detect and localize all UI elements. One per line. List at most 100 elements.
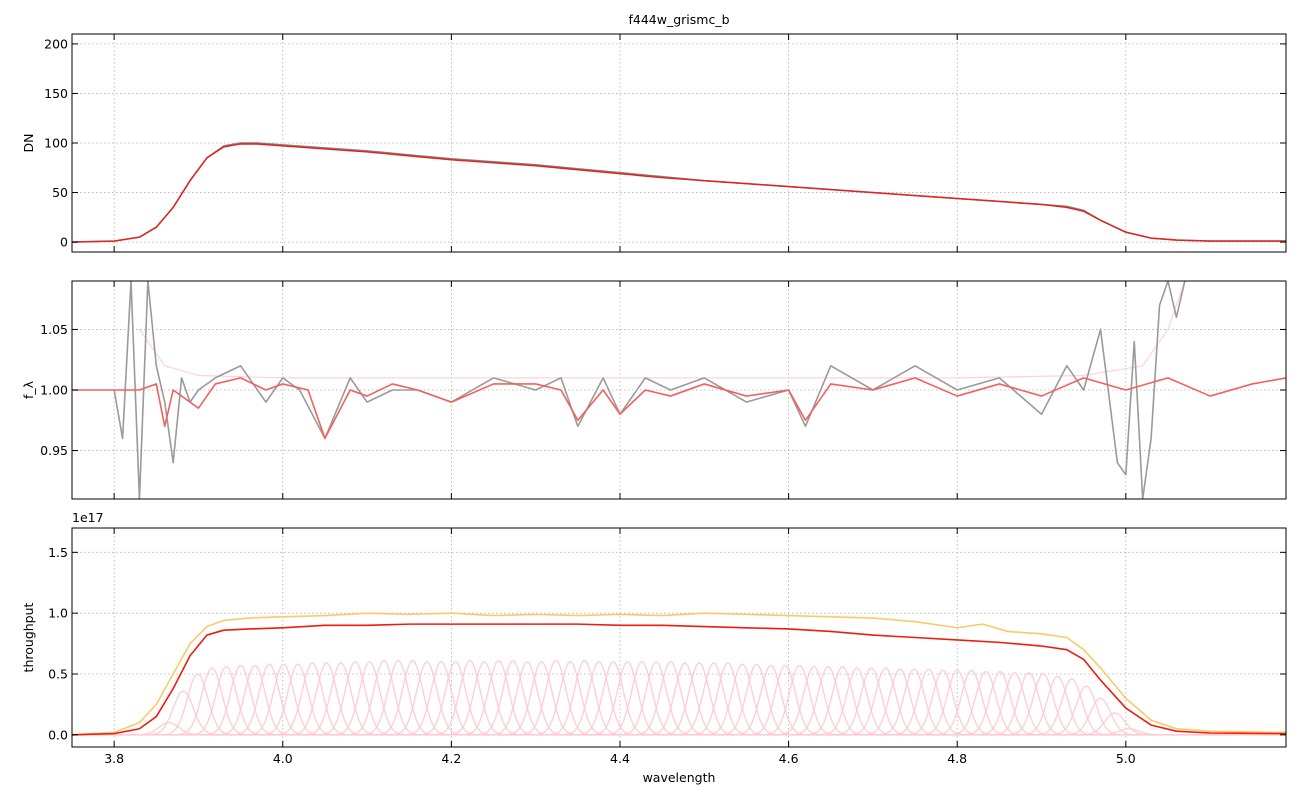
component-curve — [1002, 673, 1084, 736]
component-curve — [400, 661, 482, 736]
component-curve — [744, 664, 826, 736]
component-curve — [630, 661, 712, 736]
panel-dn: 0 50 100 150 200 DN — [21, 33, 1287, 253]
component-curve — [959, 670, 1041, 736]
component-curve — [1060, 697, 1141, 736]
component-curve — [945, 670, 1027, 736]
component-curve — [443, 661, 525, 736]
x-tick-label: 3.8 — [104, 751, 124, 766]
component-curve — [902, 669, 984, 736]
panel-throughput: 3.8 4.0 4.2 4.4 4.6 4.8 5.0 0.0 0.5 1.0 1.5 through… — [21, 510, 1287, 766]
component-curve — [859, 668, 941, 736]
series-line — [72, 612, 1286, 736]
series-line — [113, 281, 1186, 499]
component-curve — [544, 659, 626, 736]
component-curve — [988, 672, 1070, 736]
component-curve — [243, 663, 325, 736]
component-curve — [171, 667, 253, 736]
y-offset-text: 1e17 — [72, 510, 104, 525]
component-curve — [357, 659, 439, 736]
component-curve — [701, 663, 783, 736]
x-tick-label: 4.8 — [947, 751, 967, 766]
component-curve — [415, 661, 497, 736]
y-tick-label: 0.5 — [48, 667, 68, 682]
component-curve — [687, 662, 769, 736]
component-curve — [529, 661, 611, 736]
component-curve — [816, 667, 898, 736]
component-curve — [228, 663, 310, 736]
series-line — [72, 623, 1286, 736]
component-curve — [286, 662, 368, 736]
y-tick-label: 1.0 — [48, 606, 68, 621]
panel-flux: 0.95 1.00 1.05 f_λ — [21, 280, 1287, 500]
component-curve — [759, 664, 841, 736]
data-layer — [72, 142, 1286, 243]
component-curve — [601, 661, 683, 736]
y-tick-label: 150 — [44, 86, 68, 101]
component-curve — [558, 661, 640, 736]
component-curve — [773, 665, 855, 736]
series-line — [72, 377, 1286, 440]
component-curve — [257, 663, 339, 736]
component-curve — [343, 659, 425, 736]
component-curve — [515, 659, 597, 736]
component-curve — [658, 662, 740, 736]
component-curve — [300, 662, 382, 736]
component-curve — [157, 673, 239, 736]
y-tick-label: 1.05 — [40, 322, 68, 337]
component-curve — [802, 665, 884, 736]
component-curve — [830, 667, 912, 736]
component-curve — [587, 661, 669, 736]
component-curve — [615, 661, 697, 736]
component-curve — [429, 659, 511, 736]
x-tick-label: 4.6 — [779, 751, 799, 766]
component-curve — [644, 662, 726, 736]
component-curve — [730, 664, 812, 736]
component-curve — [716, 663, 798, 736]
component-curve — [185, 665, 267, 736]
figure-title: f444w_grismc_b — [628, 12, 729, 27]
component-curve — [458, 659, 540, 736]
y-tick-label: 0.0 — [48, 727, 68, 742]
axes-frame — [71, 280, 1287, 500]
component-curve — [787, 665, 869, 736]
data-layer — [72, 612, 1286, 736]
x-tick-label: 4.4 — [610, 751, 630, 766]
component-curve — [1017, 675, 1099, 736]
axes-frame — [71, 527, 1287, 748]
y-tick-label: 0 — [60, 235, 68, 250]
y-tick-label: 50 — [52, 185, 68, 200]
component-curve — [486, 661, 568, 736]
series-line — [72, 143, 1286, 243]
x-tick-label: 5.0 — [1116, 751, 1136, 766]
y-tick-label: 0.95 — [40, 443, 68, 458]
y-axis-label: throughput — [21, 602, 36, 672]
y-tick-label: 1.00 — [40, 383, 68, 398]
component-curve — [888, 668, 970, 736]
component-curve — [271, 662, 353, 736]
y-axis-label: f_λ — [21, 380, 36, 399]
component-curve — [916, 669, 998, 736]
component-curve — [214, 664, 296, 736]
component-curve — [329, 661, 411, 736]
component-curve — [314, 661, 396, 736]
series-line — [72, 142, 1286, 243]
component-curve — [845, 667, 927, 736]
component-curve — [501, 661, 583, 736]
component-curve — [673, 662, 755, 736]
component-curve — [1045, 685, 1127, 736]
component-curve — [1031, 678, 1113, 736]
component-curve — [974, 672, 1056, 736]
component-curve — [386, 661, 468, 736]
component-curve — [873, 668, 955, 736]
component-curve — [931, 669, 1013, 736]
y-axis-label: DN — [21, 134, 36, 153]
data-layer — [72, 281, 1286, 499]
y-tick-label: 200 — [44, 36, 68, 51]
x-axis-label: wavelength — [643, 770, 716, 785]
component-curve — [200, 664, 282, 736]
y-tick-label: 1.5 — [48, 545, 68, 560]
component-curve — [472, 659, 554, 736]
